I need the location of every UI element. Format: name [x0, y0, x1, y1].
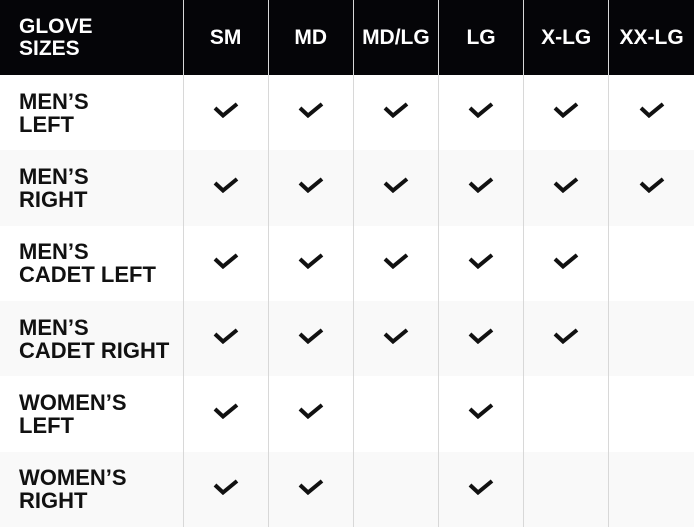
checkmark-icon [639, 177, 664, 194]
row-label-line-2: LEFT [19, 111, 74, 137]
checkmark-icon [383, 253, 409, 269]
size-cell [267, 451, 354, 527]
row-label: WOMEN’S LEFT [0, 376, 183, 451]
size-cell [182, 376, 269, 452]
checkmark-icon [468, 253, 494, 269]
size-header-md: MD [267, 0, 354, 75]
row-label-line-1: WOMEN’S [19, 389, 127, 415]
size-cell [523, 451, 609, 527]
checkmark-icon [298, 177, 324, 194]
title-line-1: GLOVE [19, 14, 93, 38]
size-cell [608, 150, 694, 226]
size-cell [437, 451, 524, 527]
table-row: WOMEN’S LEFT [0, 376, 694, 452]
header-row: GLOVE SIZES SM MD MD/LG LG X-LG XX-LG [0, 0, 694, 75]
size-cell [352, 150, 439, 226]
checkmark-icon [553, 102, 579, 119]
size-cell [352, 376, 439, 452]
checkmark-icon [213, 403, 238, 420]
table-row: MEN’S RIGHT [0, 150, 694, 226]
size-cell [352, 225, 439, 301]
size-cell [608, 376, 694, 452]
checkmark-icon [383, 102, 409, 119]
size-header-x-lg: X-LG [523, 0, 609, 75]
size-cell [182, 225, 269, 301]
size-header-lg: LG [437, 0, 524, 75]
size-cell [267, 75, 354, 151]
size-cell [437, 300, 524, 377]
size-cell [523, 225, 609, 301]
checkmark-icon [298, 102, 324, 119]
size-cell [267, 225, 354, 301]
checkmark-icon [213, 177, 238, 194]
checkmark-icon [298, 253, 324, 269]
size-cell [182, 150, 269, 226]
size-cell [352, 75, 439, 151]
checkmark-icon [553, 328, 579, 345]
checkmark-icon [553, 177, 579, 194]
size-cell [523, 75, 609, 151]
checkmark-icon [213, 102, 238, 119]
size-cell [437, 225, 524, 301]
checkmark-icon [468, 403, 494, 420]
row-label-line-1: MEN’S [19, 88, 89, 114]
size-cell [437, 376, 524, 452]
checkmark-icon [383, 328, 409, 345]
checkmark-icon [383, 177, 409, 194]
size-cell [608, 75, 694, 151]
row-label: WOMEN’S RIGHT [0, 451, 183, 527]
size-cell [608, 225, 694, 301]
row-label: MEN’S CADET LEFT [0, 226, 183, 301]
checkmark-icon [639, 102, 664, 119]
checkmark-icon [298, 403, 324, 420]
checkmark-icon [468, 102, 494, 119]
size-cell [352, 300, 439, 377]
size-cell [608, 300, 694, 377]
title-line-2: SIZES [19, 36, 80, 60]
row-label-line-2: LEFT [19, 412, 74, 438]
size-cell [523, 300, 609, 377]
size-cell [182, 300, 269, 377]
table-row: MEN’S LEFT [0, 75, 694, 151]
size-header-sm: SM [182, 0, 269, 75]
row-label-line-2: RIGHT [19, 488, 88, 514]
table-title: GLOVE SIZES [0, 0, 183, 75]
checkmark-icon [213, 479, 238, 495]
row-label-line-1: MEN’S [19, 239, 89, 265]
row-label: MEN’S LEFT [0, 75, 183, 150]
checkmark-icon [468, 479, 494, 495]
row-label-line-2: RIGHT [19, 186, 88, 212]
checkmark-icon [553, 253, 579, 269]
table-row: MEN’S CADET LEFT [0, 225, 694, 301]
checkmark-icon [213, 328, 238, 345]
table-row: WOMEN’S RIGHT [0, 451, 694, 527]
size-cell [437, 75, 524, 151]
row-label-line-2: CADET LEFT [19, 262, 156, 288]
checkmark-icon [468, 328, 494, 345]
row-label-line-2: CADET RIGHT [19, 337, 170, 363]
size-cell [267, 376, 354, 452]
row-label: MEN’S RIGHT [0, 150, 183, 226]
size-cell [608, 451, 694, 527]
row-label-line-1: MEN’S [19, 163, 89, 189]
row-label-line-1: MEN’S [19, 314, 89, 340]
size-header-md-lg: MD/LG [352, 0, 439, 75]
checkmark-icon [213, 253, 238, 269]
size-cell [267, 150, 354, 226]
checkmark-icon [298, 328, 324, 345]
size-cell [437, 150, 524, 226]
size-cell [523, 376, 609, 452]
checkmark-icon [298, 479, 324, 495]
row-label-line-1: WOMEN’S [19, 465, 127, 491]
row-label: MEN’S CADET RIGHT [0, 300, 183, 377]
size-cell [267, 300, 354, 377]
size-cell [352, 451, 439, 527]
table-row: MEN’S CADET RIGHT [0, 300, 694, 377]
size-cell [182, 451, 269, 527]
size-cell [523, 150, 609, 226]
size-header-xx-lg: XX-LG [608, 0, 694, 75]
checkmark-icon [468, 177, 494, 194]
size-cell [182, 75, 269, 151]
